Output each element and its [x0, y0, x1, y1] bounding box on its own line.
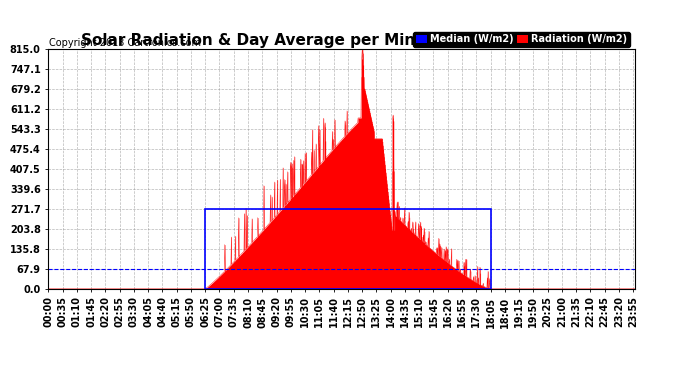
- Text: Copyright 2013 Cartronics.com: Copyright 2013 Cartronics.com: [49, 38, 201, 48]
- Legend: Median (W/m2), Radiation (W/m2): Median (W/m2), Radiation (W/m2): [413, 32, 630, 47]
- Title: Solar Radiation & Day Average per Minute (Today) 20131006: Solar Radiation & Day Average per Minute…: [81, 33, 602, 48]
- Bar: [205, 209, 491, 289]
